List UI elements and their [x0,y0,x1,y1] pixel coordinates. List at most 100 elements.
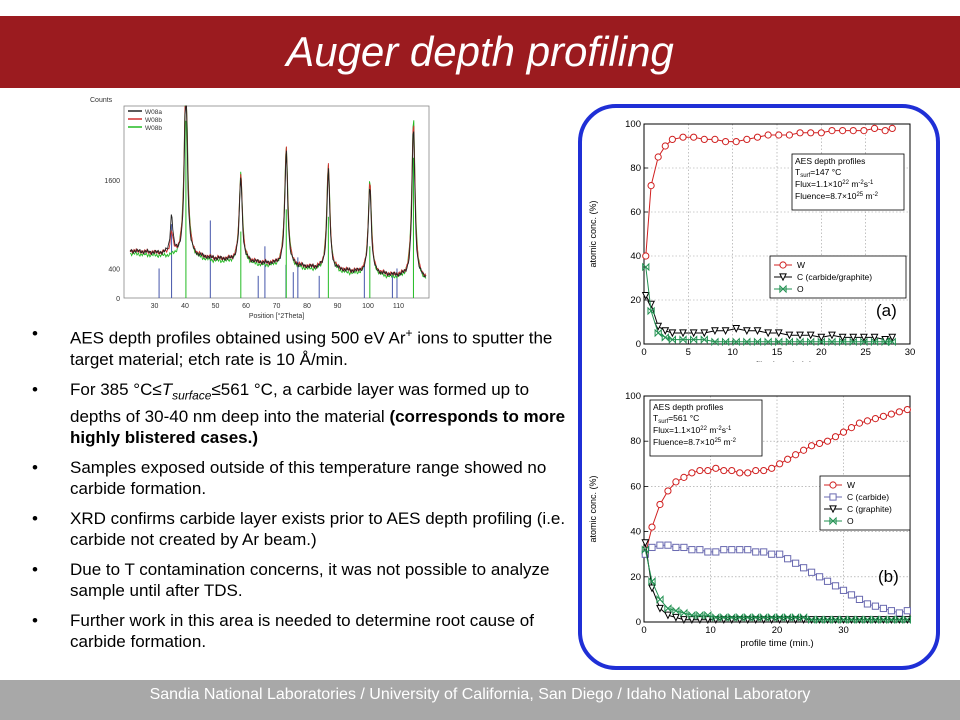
bullet-item: • AES depth profiles obtained using 500 e… [30,323,575,370]
series-line [644,544,908,614]
series-line [644,409,908,555]
y-tick-label: 60 [630,207,641,218]
data-point [679,133,687,141]
data-point [888,124,896,132]
data-point [849,127,857,135]
info-line: AES depth profiles [653,402,723,412]
info-line: Flux=1.1×1022 m-2s-1 [795,179,874,189]
aes-chart-b: 0 10 20 30 0 20 40 60 80 100 profile time (min.) at… [588,391,912,649]
data-point [732,337,740,347]
data-point [775,337,783,347]
data-point [895,408,903,416]
data-point [839,615,848,625]
data-point [863,615,872,625]
bullet-dot: • [32,324,38,343]
data-point [800,564,808,572]
data-point [784,455,792,463]
data-point [779,261,787,269]
data-point [815,615,824,625]
data-point [656,604,664,613]
data-point [792,451,800,459]
x-tick-label: 100 [362,303,374,310]
data-point [661,333,669,342]
data-point [859,333,868,342]
data-point [690,133,698,141]
data-point [648,584,656,593]
data-point [672,606,680,616]
data-point [784,613,792,622]
legend-label: W08b [145,117,162,124]
data-point [887,607,895,615]
data-point [700,335,708,344]
legend-label: C (carbide/graphite) [797,272,872,282]
data-point [855,615,864,625]
data-point [823,577,832,585]
data-point [743,616,752,624]
data-point [680,543,688,552]
data-point [881,337,889,347]
data-point [849,337,857,347]
data-point [817,337,825,347]
data-point [838,333,847,342]
data-point [736,469,744,477]
x-axis-label: profile time (min.) [740,638,813,649]
data-point [664,604,672,613]
data-point [661,142,669,150]
data-point [776,613,784,622]
x-tick-label: 25 [860,347,871,358]
data-point [849,333,858,342]
info-line: AES depth profiles [795,156,865,166]
bullet-text: ≤561 °C, a carbide layer was formed up t… [70,379,530,427]
data-point [679,329,687,338]
data-point [847,591,856,599]
legend-box [769,255,907,299]
data-point [648,523,656,531]
panel-label: (b) [878,567,899,586]
data-point [712,464,720,472]
data-point [703,616,712,624]
data-point [863,417,872,425]
data-point [696,610,704,620]
data-point [704,610,712,620]
data-point [680,608,688,618]
data-point [829,481,837,489]
data-point [679,335,687,344]
bullet-text: + [405,326,413,340]
y-tick-label: 100 [625,119,641,130]
data-point [807,568,816,576]
legend-label: W [847,480,855,490]
data-point [679,616,688,624]
data-point [732,138,740,146]
y-tick-label: 0 [636,339,641,350]
x-tick-label: 10 [705,625,716,636]
data-point [863,600,872,608]
x-tick-label: 10 [727,347,738,358]
data-point [742,327,751,336]
data-point [831,582,840,590]
bullet-text: Further work in this area is needed to d… [70,611,534,652]
data-point [879,604,887,613]
title-bar [0,16,960,88]
data-point [870,337,879,347]
data-point [648,577,656,586]
data-point [732,325,741,333]
data-point [744,546,752,554]
data-point [839,428,848,436]
data-point [831,433,840,441]
data-point [815,439,824,448]
data-point [654,322,663,331]
data-point [887,410,895,418]
data-point [785,131,794,139]
data-point [903,615,911,625]
data-point [751,616,760,624]
data-point [807,337,815,347]
data-point [817,333,826,342]
data-point [688,469,696,477]
data-point [760,548,768,556]
x-tick-label: 15 [772,347,783,358]
data-point [829,493,837,501]
y-tick-label: 40 [630,527,641,538]
y-tick-label: 80 [630,163,641,174]
x-tick-label: 110 [393,303,404,310]
x-axis-label: Position [°2Theta] [249,312,304,320]
